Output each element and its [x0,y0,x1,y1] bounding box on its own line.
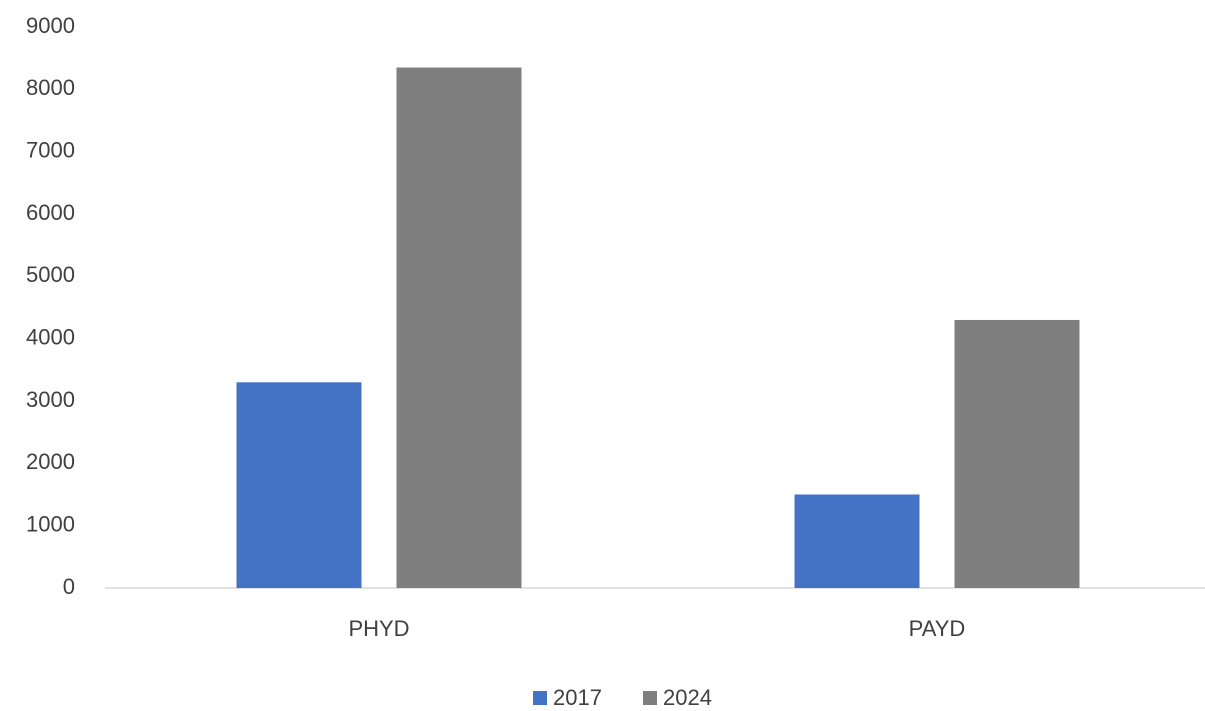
legend-label: 2017 [553,685,602,710]
y-tick-label: 6000 [26,200,75,225]
legend-label: 2024 [663,685,712,710]
y-tick-label: 2000 [26,449,75,474]
legend-swatch [643,691,657,705]
y-tick-label: 5000 [26,262,75,287]
bar [236,382,362,588]
bar [794,494,920,588]
y-tick-label: 1000 [26,511,75,536]
bar [396,67,522,589]
x-tick-label: PHYD [348,616,409,641]
legend-swatch [533,691,547,705]
y-tick-label: 7000 [26,137,75,162]
y-tick-label: 0 [63,574,75,599]
y-tick-label: 4000 [26,324,75,349]
bar [954,319,1080,588]
y-tick-label: 3000 [26,387,75,412]
y-tick-label: 8000 [26,75,75,100]
x-tick-label: PAYD [909,616,966,641]
y-tick-label: 9000 [26,13,75,38]
